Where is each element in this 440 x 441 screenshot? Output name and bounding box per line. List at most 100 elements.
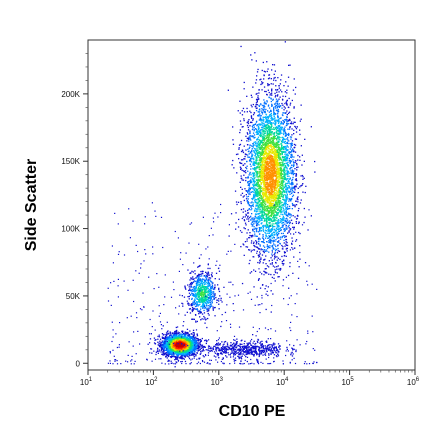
event-dot (173, 337, 175, 339)
event-dot (191, 270, 193, 272)
event-dot (278, 250, 281, 252)
event-dot (270, 205, 273, 208)
event-dot (182, 330, 184, 332)
event-dot (184, 335, 186, 337)
event-dot (274, 201, 277, 203)
event-dot (251, 186, 253, 189)
event-dot (188, 350, 190, 352)
event-dot (259, 108, 261, 110)
event-dot (278, 268, 280, 270)
event-dot (207, 263, 209, 265)
event-dot (281, 155, 284, 158)
event-dot (285, 178, 287, 181)
event-dot (163, 343, 165, 345)
event-dot (196, 320, 198, 323)
event-dot (285, 204, 287, 206)
event-dot (249, 152, 252, 154)
event-dot (201, 290, 203, 292)
event-dot (264, 202, 266, 205)
event-dot (297, 159, 299, 161)
event-dot (290, 215, 292, 217)
event-dot (268, 227, 270, 229)
event-dot (207, 267, 209, 270)
event-dot (283, 230, 285, 232)
event-dot (199, 297, 201, 299)
event-dot (281, 102, 283, 105)
event-dot (195, 285, 198, 287)
event-dot (277, 108, 279, 111)
event-dot (247, 120, 249, 122)
event-dot (261, 237, 264, 239)
event-dot (189, 345, 192, 347)
event-dot (192, 340, 194, 342)
event-dot (298, 231, 300, 234)
event-dot (177, 356, 179, 358)
event-dot (275, 200, 278, 202)
event-dot (206, 288, 208, 290)
event-dot (295, 239, 298, 241)
event-dot (206, 281, 208, 283)
event-dot (181, 295, 183, 297)
event-dot (277, 188, 280, 190)
event-dot (277, 199, 279, 201)
event-dot (202, 348, 204, 351)
event-dot (209, 306, 211, 308)
event-dot (208, 314, 210, 316)
event-dot (293, 133, 295, 135)
event-dot (192, 349, 195, 351)
event-dot (278, 195, 280, 197)
event-dot (173, 334, 175, 336)
event-dot (190, 336, 192, 338)
event-dot (168, 341, 170, 343)
event-dot (287, 123, 290, 125)
event-dot (293, 156, 295, 158)
event-dot (203, 346, 205, 348)
event-dot (256, 241, 258, 243)
event-dot (169, 331, 171, 333)
event-dot (193, 350, 195, 352)
event-dot (267, 153, 269, 155)
event-dot (254, 235, 256, 237)
event-dot (274, 269, 276, 271)
event-dot (241, 162, 243, 165)
event-dot (247, 182, 249, 184)
event-dot (196, 274, 199, 277)
event-dot (273, 135, 276, 137)
event-dot (207, 302, 210, 304)
event-dot (265, 213, 267, 215)
event-dot (157, 335, 159, 338)
event-dot (262, 188, 264, 190)
event-dot (194, 302, 196, 304)
event-dot (197, 266, 199, 268)
event-dot (175, 352, 178, 354)
event-dot (206, 326, 208, 329)
event-dot (285, 134, 287, 136)
event-dot (174, 342, 176, 344)
event-dot (202, 302, 204, 305)
event-dot (261, 148, 264, 151)
event-dot (242, 196, 244, 198)
event-dot (206, 296, 208, 298)
event-dot (275, 271, 277, 274)
event-dot (175, 339, 177, 341)
event-dot (190, 289, 192, 291)
event-dot (286, 162, 288, 164)
event-dot (172, 350, 174, 352)
event-dot (176, 337, 178, 340)
event-dot (162, 353, 164, 355)
event-dot (178, 344, 181, 346)
event-dot (282, 179, 284, 181)
event-dot (187, 339, 189, 341)
event-dot (283, 173, 285, 175)
event-dot (250, 206, 252, 208)
event-dot (174, 346, 176, 349)
event-dot (279, 258, 281, 261)
event-dot (198, 294, 201, 296)
event-dot (273, 274, 275, 276)
event-dot (262, 199, 264, 201)
event-dot (282, 191, 284, 193)
event-dot (260, 151, 262, 153)
event-dot (197, 309, 199, 311)
event-dot (294, 144, 297, 146)
event-dot (198, 265, 200, 268)
